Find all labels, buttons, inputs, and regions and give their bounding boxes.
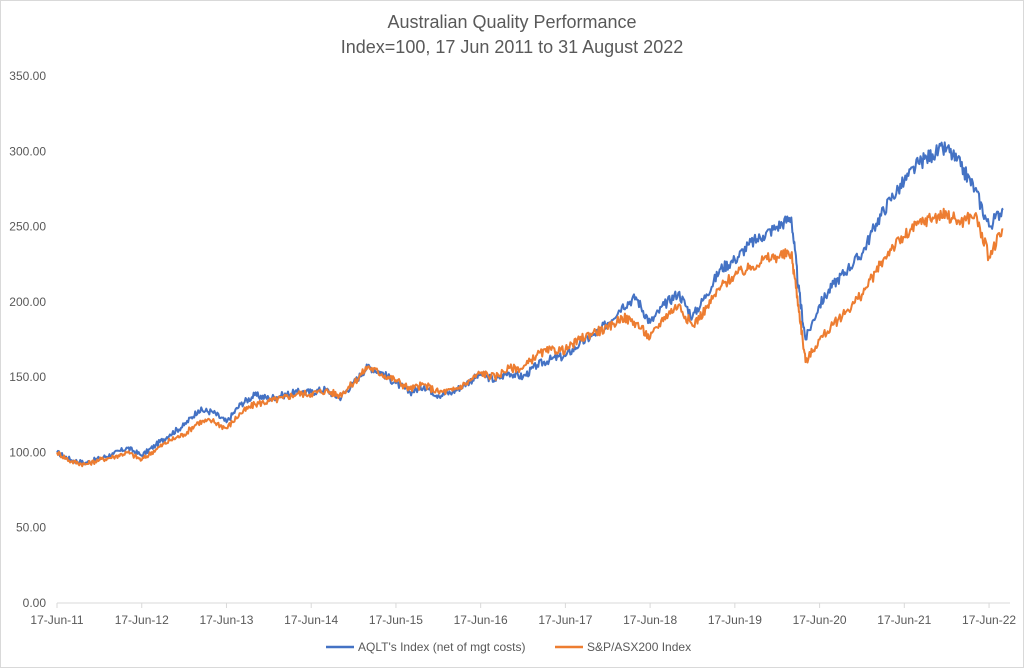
x-axis-labels: 17-Jun-11 17-Jun-12 17-Jun-13 17-Jun-14 17-J…	[30, 613, 1016, 627]
y-tick-label: 250.00	[9, 220, 46, 234]
x-axis	[56, 602, 1010, 608]
y-tick-label: 150.00	[9, 370, 46, 384]
y-tick-label: 100.00	[9, 445, 46, 459]
x-tick-label: 17-Jun-21	[877, 613, 931, 627]
x-tick-label: 17-Jun-15	[369, 613, 423, 627]
y-tick-label: 0.00	[23, 596, 47, 610]
x-tick-label: 17-Jun-20	[793, 613, 847, 627]
legend-label-aqlt: AQLT's Index (net of mgt costs)	[358, 640, 525, 654]
y-tick-label: 300.00	[9, 144, 46, 158]
x-tick-label: 17-Jun-11	[30, 613, 83, 627]
chart-subtitle: Index=100, 17 Jun 2011 to 31 August 2022	[340, 37, 684, 57]
x-tick-label: 17-Jun-18	[623, 613, 677, 627]
x-tick-label: 17-Jun-13	[199, 613, 253, 627]
y-tick-label: 200.00	[9, 295, 46, 309]
y-tick-label: 50.00	[16, 521, 46, 535]
legend-label-asx200: S&P/ASX200 Index	[587, 640, 691, 654]
legend: AQLT's Index (net of mgt costs) S&P/ASX2…	[326, 640, 691, 654]
y-axis-labels: 0.00 50.00 100.00 150.00 200.00 250.00 300.00 3…	[9, 69, 46, 610]
series-line-aqlt	[56, 141, 1004, 466]
x-tick-label: 17-Jun-19	[708, 613, 762, 627]
x-tick-label: 17-Jun-22	[962, 613, 1016, 627]
series-line-asx200	[56, 207, 1004, 468]
series-group	[56, 141, 1004, 468]
x-tick-label: 17-Jun-14	[284, 613, 338, 627]
chart-title: Australian Quality Performance	[387, 12, 637, 32]
x-tick-label: 17-Jun-16	[454, 613, 508, 627]
y-tick-label: 350.00	[9, 69, 46, 83]
x-tick-label: 17-Jun-12	[115, 613, 169, 627]
x-tick-label: 17-Jun-17	[538, 613, 592, 627]
